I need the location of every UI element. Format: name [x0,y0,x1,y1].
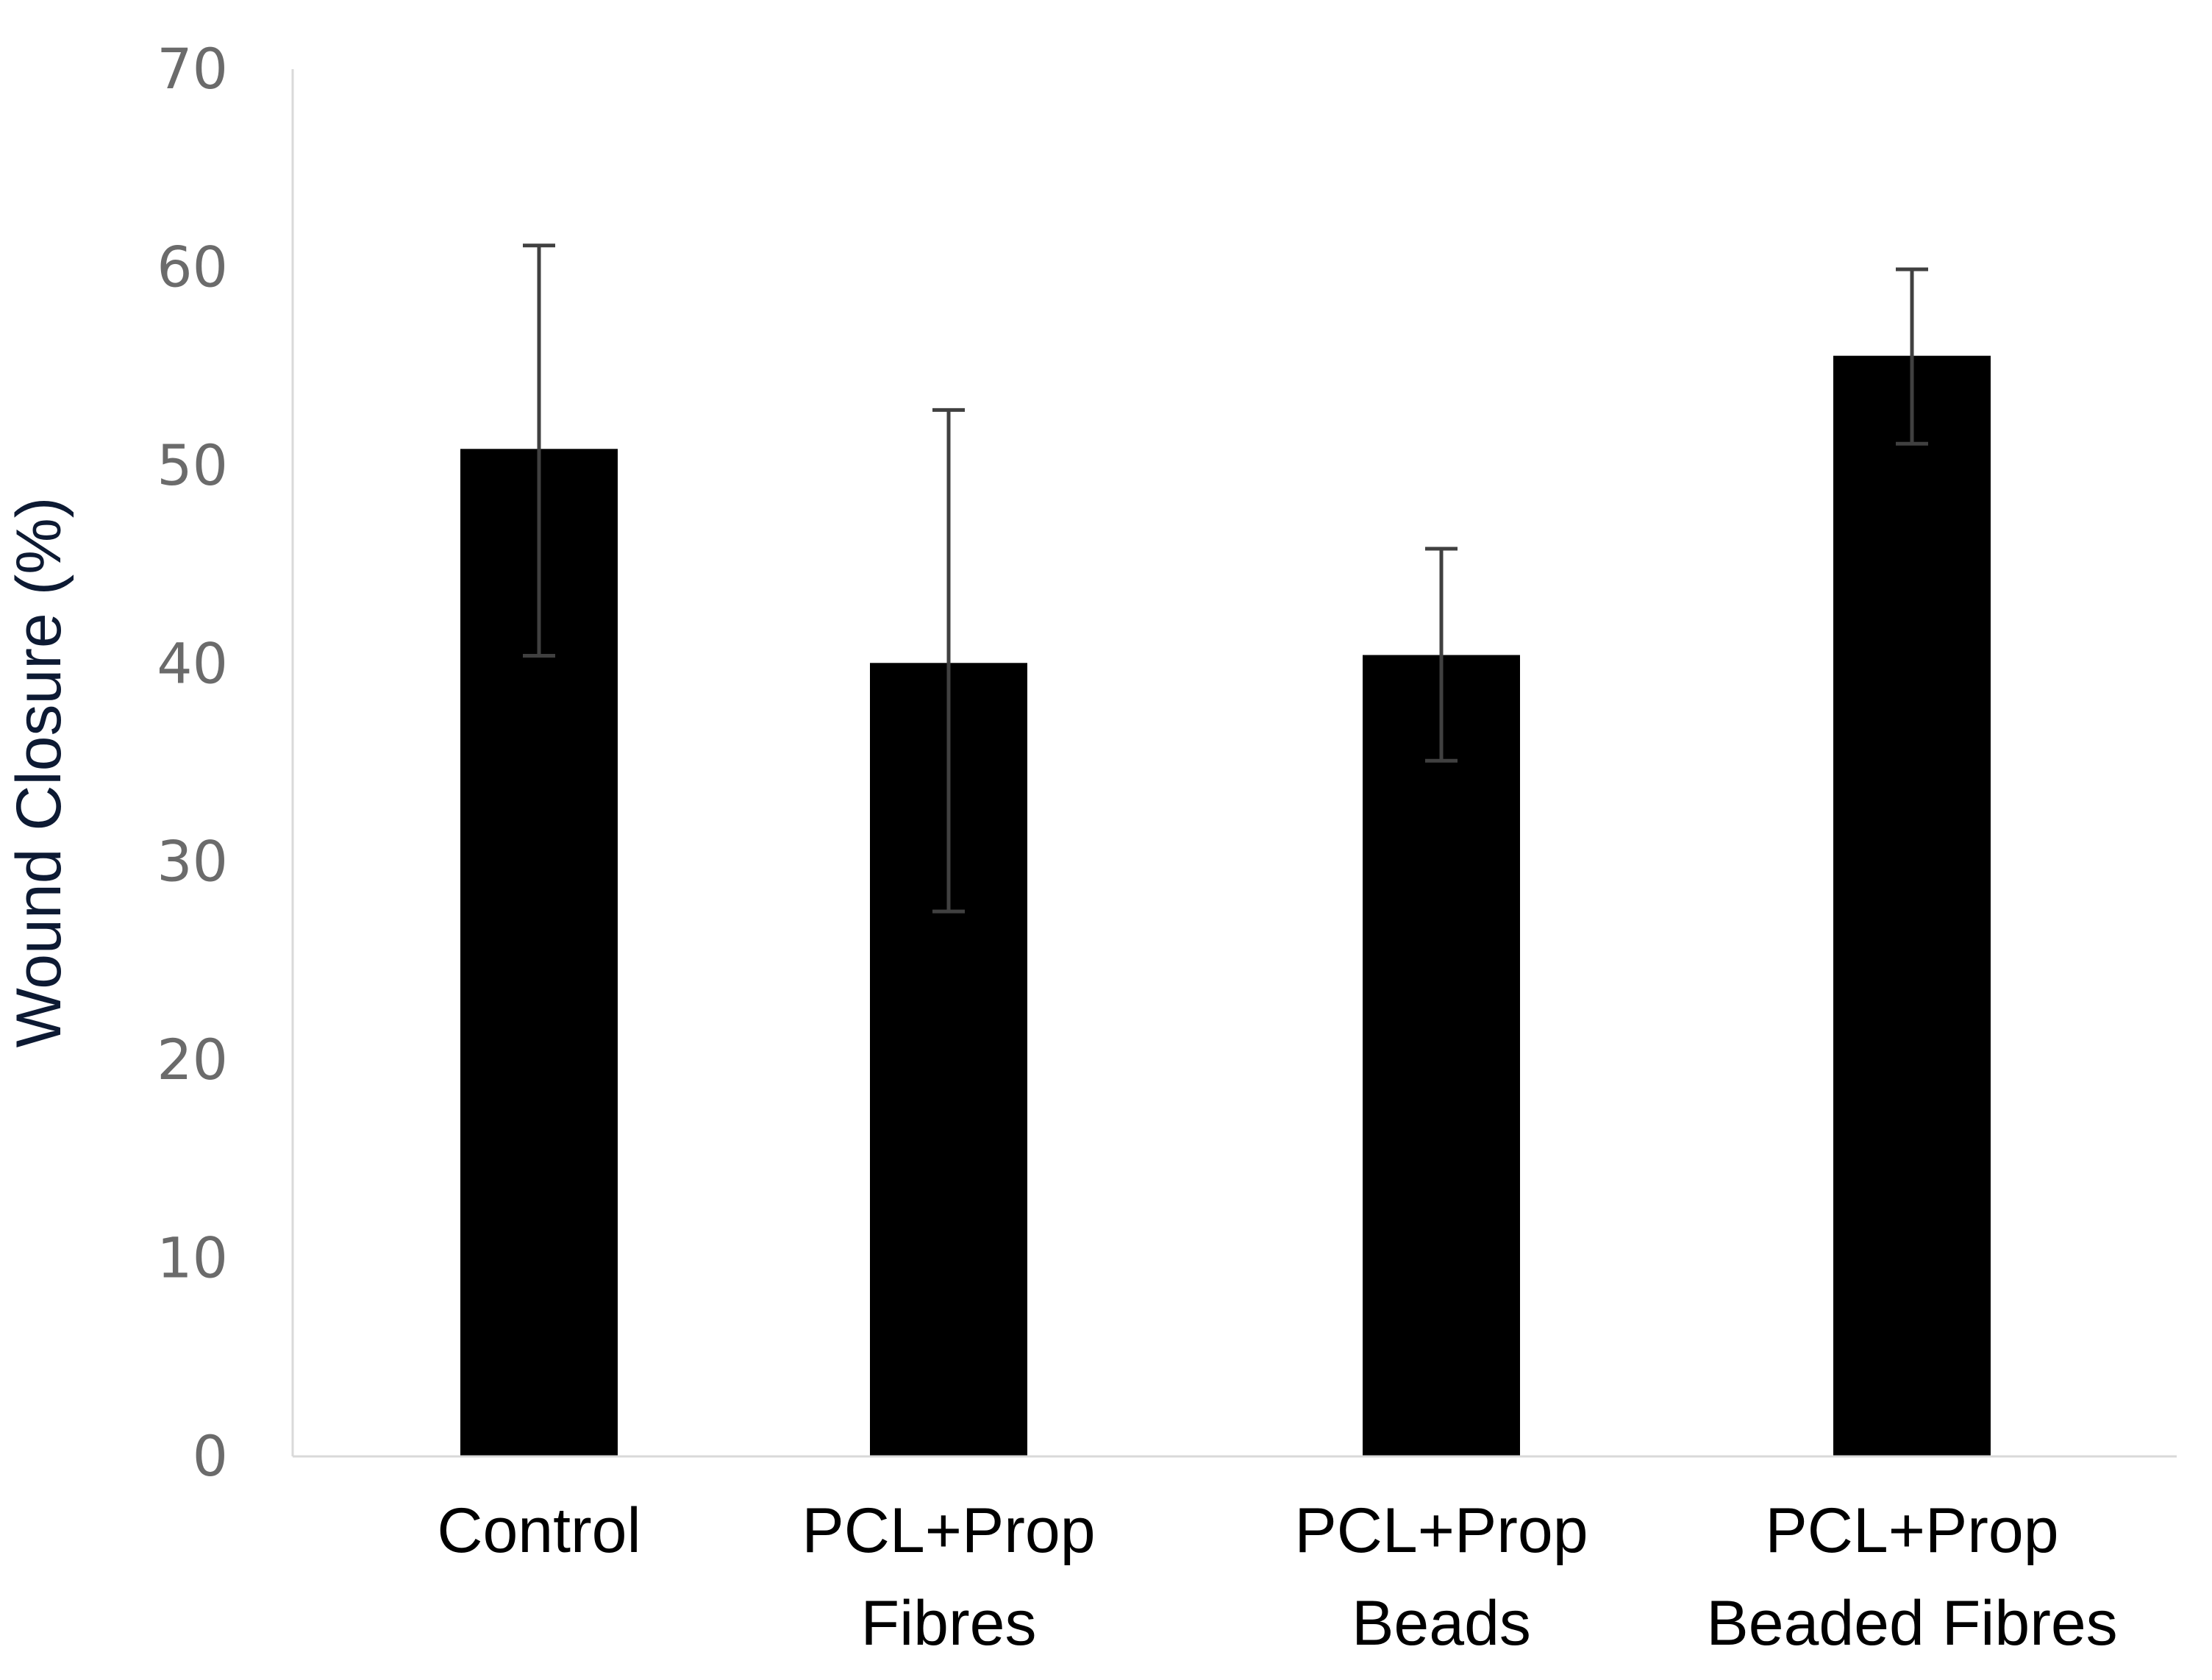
x-tick-label-line: Control [437,1495,641,1566]
x-tick-label-line: PCL+Prop [1765,1495,2058,1566]
y-tick-label: 20 [157,1027,228,1092]
y-tick-label: 50 [157,433,228,498]
x-tick-label-line: Beads [1352,1588,1531,1659]
error-bar-2 [1425,547,1458,763]
x-tick-label-3: PCL+Prop Beaded Fibres [1706,1495,2117,1659]
y-tick-label: 40 [157,630,228,696]
error-bar-0 [523,243,555,658]
x-tick-label-line: PCL+Prop [1294,1495,1588,1566]
x-tick-label-0: Control [437,1495,641,1566]
y-axis-title: Wound Closure (%) [4,497,74,1048]
y-tick-label: 0 [193,1423,228,1489]
y-tick-label: 10 [157,1225,228,1291]
bars [460,355,1991,1458]
y-axis: 0 10 20 30 40 50 60 70 [157,36,294,1489]
y-tick-label: 70 [157,36,228,102]
x-tick-label-line: Fibres [861,1588,1037,1659]
y-tick-label: 60 [157,234,228,299]
bar-3 [1833,355,1991,1458]
bar-2 [1363,655,1520,1457]
error-bar-1 [932,407,965,914]
y-tick-label: 30 [157,829,228,894]
x-tick-label-line: Beaded Fibres [1706,1588,2117,1659]
x-tick-label-2: PCL+Prop Beads [1294,1495,1588,1659]
x-tick-label-1: PCL+Prop Fibres [802,1495,1095,1659]
error-bar-3 [1896,267,1928,446]
error-bars [523,243,1928,914]
x-tick-label-line: PCL+Prop [802,1495,1095,1566]
